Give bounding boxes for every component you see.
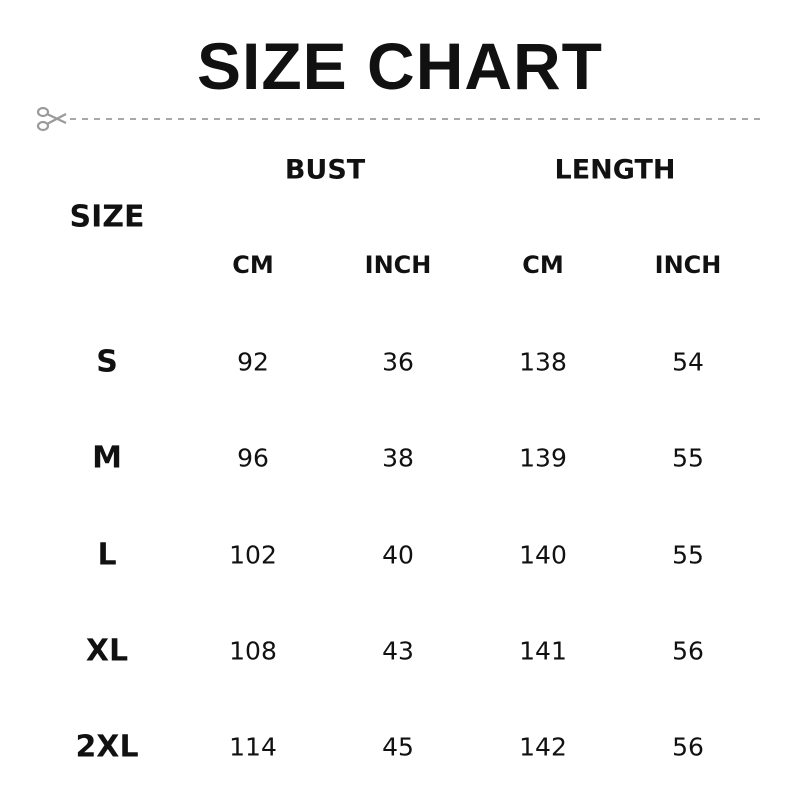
table-cell: 45 bbox=[382, 732, 414, 762]
table-cell: 108 bbox=[229, 636, 277, 666]
length-cm-header: CM bbox=[522, 251, 564, 279]
table-cell: 55 bbox=[672, 443, 704, 473]
table-cell: 54 bbox=[672, 347, 704, 377]
table-cell: 102 bbox=[229, 540, 277, 570]
table-cell: 56 bbox=[672, 732, 704, 762]
table-cell: 38 bbox=[382, 443, 414, 473]
size-label: M bbox=[92, 440, 122, 476]
table-cell: 140 bbox=[519, 540, 567, 570]
length-inch-header: INCH bbox=[654, 251, 722, 279]
table-cell: 55 bbox=[672, 540, 704, 570]
table-cell: 114 bbox=[229, 732, 277, 762]
length-header: LENGTH bbox=[554, 154, 676, 186]
size-label: L bbox=[97, 537, 117, 573]
bust-inch-header: INCH bbox=[364, 251, 432, 279]
table-cell: 43 bbox=[382, 636, 414, 666]
size-header: SIZE bbox=[69, 199, 145, 235]
table-cell: 56 bbox=[672, 636, 704, 666]
table-cell: 96 bbox=[237, 443, 269, 473]
table-cell: 139 bbox=[519, 443, 567, 473]
page-title: SIZE CHART bbox=[197, 29, 603, 103]
table-cell: 141 bbox=[519, 636, 567, 666]
table-cell: 92 bbox=[237, 347, 269, 377]
bust-cm-header: CM bbox=[232, 251, 274, 279]
size-label: S bbox=[96, 344, 118, 380]
size-label: XL bbox=[85, 633, 129, 669]
size-label: 2XL bbox=[75, 729, 139, 765]
bust-header: BUST bbox=[284, 154, 366, 186]
table-cell: 36 bbox=[382, 347, 414, 377]
table-cell: 138 bbox=[519, 347, 567, 377]
scissors-icon bbox=[36, 106, 67, 132]
table-cell: 142 bbox=[519, 732, 567, 762]
cut-line bbox=[36, 106, 766, 132]
table-cell: 40 bbox=[382, 540, 414, 570]
